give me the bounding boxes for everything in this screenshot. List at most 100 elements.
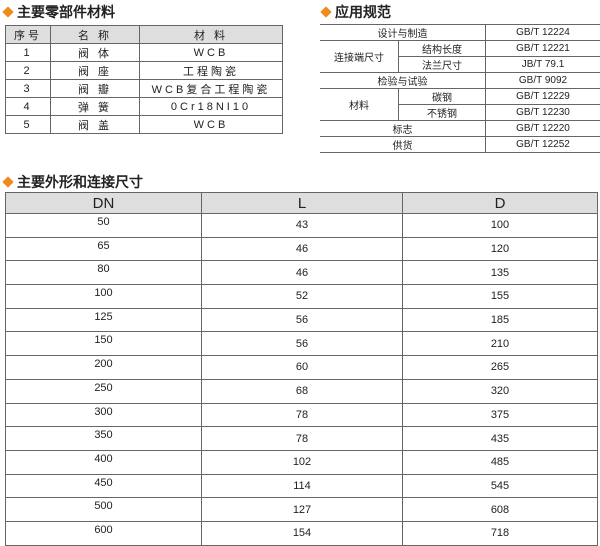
cell: 485 [403, 450, 598, 474]
cell: 56 [202, 332, 403, 356]
cell: 718 [403, 521, 598, 545]
cell: 150 [6, 332, 202, 356]
cell: 608 [403, 498, 598, 522]
parts-title-text: 主要零部件材料 [17, 2, 115, 22]
cell: 120 [403, 237, 598, 261]
cell: 46 [202, 237, 403, 261]
header-cell: 材 料 [140, 26, 283, 44]
cell: 材料 [320, 89, 399, 121]
cell: 连接端尺寸 [320, 41, 399, 73]
cell: 设计与制造 [320, 25, 486, 41]
cell: 碳钢 [399, 89, 486, 105]
cell: 375 [403, 403, 598, 427]
cell: 结构长度 [399, 41, 486, 57]
cell: GB/T 12229 [486, 89, 600, 105]
cell: 320 [403, 379, 598, 403]
header-cell: 序号 [6, 26, 51, 44]
parts-header-row: 序号 名 称 材 料 [6, 26, 283, 44]
diamond-icon [2, 176, 13, 187]
cell: 78 [202, 403, 403, 427]
cell: 400 [6, 450, 202, 474]
cell: 0Cr18NI10 [140, 98, 283, 116]
cell: GB/T 12224 [486, 25, 600, 41]
cell: 60 [202, 356, 403, 380]
cell: 50 [6, 214, 202, 238]
cell: 1 [6, 44, 51, 62]
cell: 100 [403, 214, 598, 238]
cell: WCB [140, 44, 283, 62]
cell: 4 [6, 98, 51, 116]
cell: 265 [403, 356, 598, 380]
cell: 阀 体 [51, 44, 140, 62]
cell: 435 [403, 427, 598, 451]
header-cell: DN [6, 193, 202, 214]
dims-title-text: 主要外形和连接尺寸 [17, 172, 143, 192]
cell: 250 [6, 379, 202, 403]
cell: 法兰尺寸 [399, 57, 486, 73]
cell: 78 [202, 427, 403, 451]
cell: GB/T 12252 [486, 137, 600, 153]
cell: 127 [202, 498, 403, 522]
cell: 125 [6, 308, 202, 332]
cell: 阀 盖 [51, 116, 140, 134]
cell: 68 [202, 379, 403, 403]
cell: 56 [202, 308, 403, 332]
cell: 阀 座 [51, 62, 140, 80]
cell: 114 [202, 474, 403, 498]
cell: 2 [6, 62, 51, 80]
parts-title: 主要零部件材料 [4, 2, 115, 22]
cell: 检验与试验 [320, 73, 486, 89]
cell: 供货 [320, 137, 486, 153]
cell: 52 [202, 285, 403, 309]
cell: 185 [403, 308, 598, 332]
cell: 600 [6, 521, 202, 545]
cell: 标志 [320, 121, 486, 137]
header-cell: 名 称 [51, 26, 140, 44]
header-cell: D [403, 193, 598, 214]
cell: 545 [403, 474, 598, 498]
cell: GB/T 12221 [486, 41, 600, 57]
diamond-icon [2, 6, 13, 17]
cell: GB/T 12220 [486, 121, 600, 137]
cell: 工程陶瓷 [140, 62, 283, 80]
cell: 102 [202, 450, 403, 474]
cell: 65 [6, 237, 202, 261]
cell: 46 [202, 261, 403, 285]
standards-title: 应用规范 [322, 2, 391, 22]
cell: 350 [6, 427, 202, 451]
cell: WCB复合工程陶瓷 [140, 80, 283, 98]
cell: 100 [6, 285, 202, 309]
cell: 155 [403, 285, 598, 309]
cell: 154 [202, 521, 403, 545]
cell: 135 [403, 261, 598, 285]
dims-header-row: DN L D [6, 193, 598, 214]
cell: GB/T 9092 [486, 73, 600, 89]
cell: 5 [6, 116, 51, 134]
